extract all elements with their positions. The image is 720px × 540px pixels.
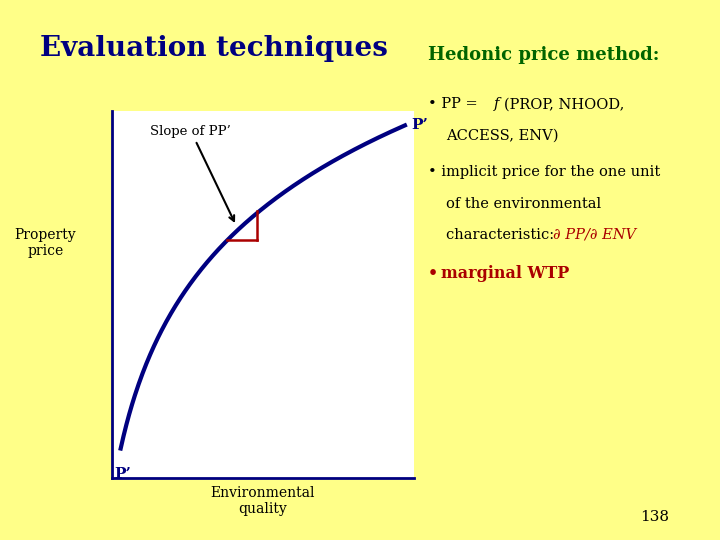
Text: P’: P’ [114,467,132,481]
Text: •: • [428,265,444,281]
Text: Hedonic price method:: Hedonic price method: [428,46,660,64]
Text: P’: P’ [411,118,428,132]
Text: Evaluation techniques: Evaluation techniques [40,35,387,62]
X-axis label: Environmental
quality: Environmental quality [210,486,315,516]
Text: marginal WTP: marginal WTP [441,265,570,281]
Text: f: f [494,97,499,111]
Text: (PROP, NHOOD,: (PROP, NHOOD, [504,97,624,111]
Text: • PP =: • PP = [428,97,482,111]
Text: • implicit price for the one unit: • implicit price for the one unit [428,165,661,179]
Text: ACCESS, ENV): ACCESS, ENV) [446,129,559,143]
Text: 138: 138 [641,510,670,524]
Text: Slope of PP’: Slope of PP’ [150,125,234,221]
Text: characteristic:: characteristic: [446,228,559,242]
Text: ∂ PP/∂ ENV: ∂ PP/∂ ENV [553,228,636,242]
Text: of the environmental: of the environmental [446,197,601,211]
Text: Property
price: Property price [14,228,76,258]
